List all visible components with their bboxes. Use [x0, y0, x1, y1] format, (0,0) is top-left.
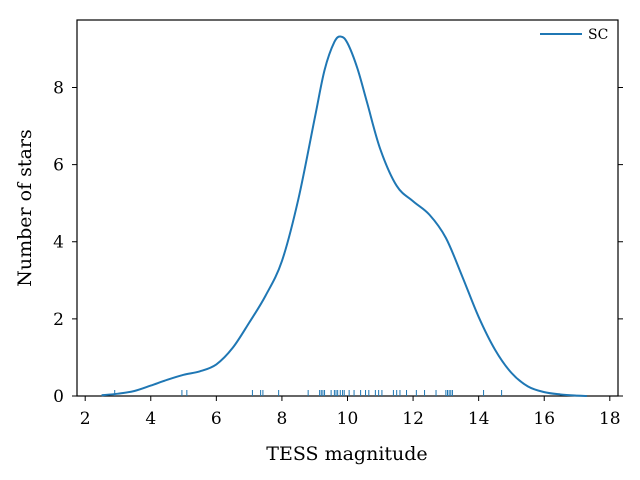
x-tick-label: 12	[402, 409, 424, 429]
x-tick-label: 6	[211, 409, 222, 429]
x-tick-labels: 2 4 6 8 10 12 14 16 18	[80, 409, 621, 429]
x-tick-label: 18	[599, 409, 621, 429]
y-tick-label: 8	[53, 78, 64, 98]
x-tick-label: 14	[468, 409, 490, 429]
x-tick-label: 16	[533, 409, 555, 429]
rug-marks	[114, 390, 503, 396]
x-tick-label: 2	[80, 409, 91, 429]
plot-frame	[76, 19, 619, 397]
y-tick-label: 2	[53, 310, 64, 330]
x-axis-label: TESS magnitude	[266, 443, 427, 465]
y-tick-label: 0	[53, 387, 64, 407]
x-tick-label: 8	[277, 409, 288, 429]
legend: SC	[540, 27, 608, 43]
x-tick-label: 4	[145, 409, 156, 429]
axis-ticks	[72, 86, 623, 401]
y-tick-labels: 0 2 4 6 8	[53, 78, 64, 407]
legend-label-sc: SC	[588, 27, 608, 43]
series-line-sc	[101, 35, 587, 397]
y-tick-label: 4	[53, 233, 64, 253]
x-tick-label: 10	[337, 409, 359, 429]
y-tick-label: 6	[53, 156, 64, 176]
y-axis-label: Number of stars	[14, 129, 36, 286]
